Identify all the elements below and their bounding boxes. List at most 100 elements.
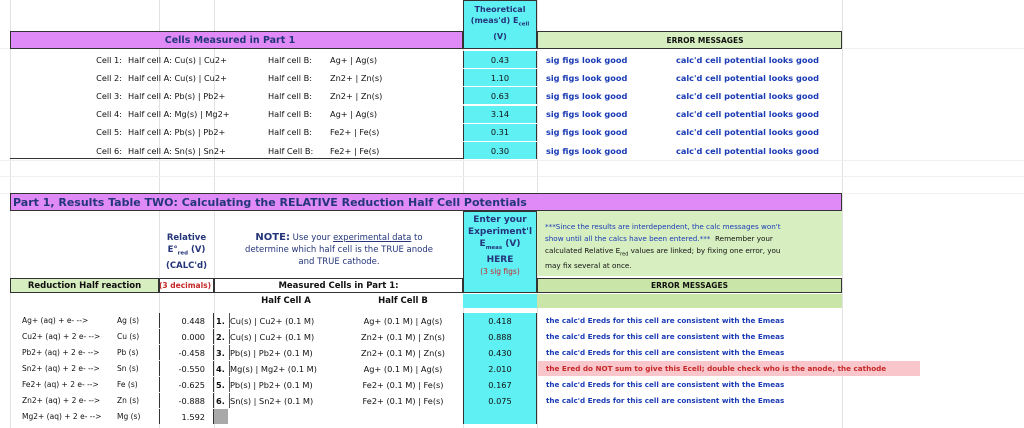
emeas-input[interactable]: 0.075 [463, 393, 537, 409]
part2-error-header: ERROR MESSAGES [537, 278, 842, 293]
half-cell-b: Zn2+ | Zn(s) [330, 72, 383, 83]
half-cell-b: Ag+ | Ag(s) [330, 54, 378, 65]
theoretical-header: Theoretical (meas'd) Ecell (V) [463, 0, 537, 49]
theoretical-header-line2: (meas'd) Ecell [464, 15, 536, 31]
relative-e-value[interactable]: -0.458 [159, 345, 214, 360]
theoretical-value[interactable]: 0.30 [463, 142, 537, 159]
theoretical-value[interactable]: 1.10 [463, 69, 537, 87]
cell-number: 5. [216, 379, 225, 390]
measured-half-cell-b: Fe2+ (0.1 M) | Fe(s) [362, 379, 444, 390]
relative-e-sub: red [177, 250, 189, 257]
part1-header-bar [10, 31, 463, 49]
error-message: the Ered do NOT sum to give this Ecell; … [538, 361, 920, 376]
reaction-left: Fe2+ (aq) + 2 e- --> [22, 380, 99, 389]
sig-figs-message: sig figs look good [546, 90, 628, 101]
cell-label: Cell 3: [96, 90, 122, 101]
emeas-symbol: E [479, 239, 486, 249]
half-cell-b: Fe2+ | Fe(s) [330, 127, 380, 138]
note-link: experimental data [333, 233, 412, 243]
note-line1: NOTE: Use your experimental data to [218, 232, 460, 244]
half-cell-b: Ag+ | Ag(s) [330, 109, 378, 120]
measured-half-cell-a: Pb(s) | Pb2+ (0.1 M) [229, 377, 349, 392]
relative-e-symbol: E° [167, 245, 178, 255]
measured-half-cell-a: Pb(s) | Pb2+ (0.1 M) [229, 345, 349, 360]
reaction-left: Cu2+ (aq) + 2 e- --> [22, 332, 101, 341]
reaction-left: Pb2+ (aq) + 2 e- --> [22, 348, 100, 357]
sigfig-note: (3 sig figs) [480, 266, 520, 276]
info-line3-sub: red [620, 251, 629, 258]
cell-label: Cell 5: [96, 127, 122, 138]
theoretical-header-e: (meas'd) E [470, 16, 519, 25]
half-cell-b: Zn2+ | Zn(s) [330, 90, 383, 101]
theoretical-value[interactable]: 3.14 [463, 105, 537, 123]
relative-e-value[interactable]: -0.550 [159, 361, 214, 376]
info-line4: may fix several at once. [545, 261, 632, 271]
half-cell-a: Half cell A: Mg(s) | Mg2+ [128, 109, 230, 120]
reaction-left: Mg2+ (aq) + 2 e- --> [22, 412, 102, 421]
half-cell-b-header: Half Cell B [378, 296, 428, 306]
error-header-fill [537, 294, 842, 308]
measured-half-cell-a: Cu(s) | Cu2+ (0.1 M) [229, 313, 349, 328]
consistency-message: the calc'd Ereds for this cell are consi… [546, 348, 785, 357]
reaction-product: Ag (s) [117, 316, 140, 325]
half-cell-a-header: Half Cell A [261, 296, 311, 306]
half-cell-b-label: Half cell B: [268, 72, 312, 83]
sig-figs-message: sig figs look good [546, 145, 628, 156]
half-cell-a: Half cell A: Pb(s) | Pb2+ [128, 90, 226, 101]
enter-your-label: Enter your [473, 215, 527, 225]
emeas-input[interactable]: 0.888 [463, 329, 537, 345]
half-cell-a: Half cell A: Cu(s) | Cu2+ [128, 54, 227, 65]
emeas-unit: (V) [502, 239, 521, 249]
relative-e-value[interactable]: -0.625 [159, 377, 214, 392]
measured-half-cell-b: Ag+ (0.1 M) | Ag(s) [363, 363, 443, 374]
info-line2-row: show until all the calcs have been enter… [545, 233, 834, 245]
reaction-product: Mg (s) [117, 412, 141, 421]
theoretical-value[interactable]: 0.43 [463, 51, 537, 68]
calc-potential-message: calc'd cell potential looks good [676, 72, 820, 83]
relative-e-value[interactable]: 1.592 [159, 409, 214, 424]
theoretical-header-sub: cell [518, 21, 530, 28]
calc-potential-message: calc'd cell potential looks good [676, 109, 820, 120]
measured-half-cell-a: Mg(s) | Mg2+ (0.1 M) [229, 361, 349, 376]
sig-figs-message: sig figs look good [546, 54, 628, 65]
note-text-1: Use your [292, 233, 331, 243]
relative-label: Relative [166, 233, 207, 243]
consistency-message: the calc'd Ereds for this cell are consi… [546, 332, 785, 341]
reaction-left: Zn2+ (aq) + 2 e- --> [22, 396, 101, 405]
emeas-input[interactable]: 2.010 [463, 361, 537, 377]
part1-bottom-border [10, 158, 463, 159]
info-line3b: values are linked; by fixing one error, … [628, 246, 781, 255]
half-cell-b-label: Half cell B: [268, 54, 312, 65]
sig-figs-message: sig figs look good [546, 72, 628, 83]
theoretical-value[interactable]: 0.63 [463, 87, 537, 105]
measured-header: Measured Cells in Part 1: [214, 278, 463, 293]
relative-e-value[interactable]: 0.448 [159, 313, 214, 328]
cell-number: 6. [216, 395, 225, 406]
reaction-left: Ag+ (aq) + e- --> [22, 316, 89, 325]
reaction-left: Sn2+ (aq) + 2 e- --> [22, 364, 100, 373]
calc-potential-message: calc'd cell potential looks good [676, 54, 820, 65]
emeas-empty-cell[interactable] [463, 409, 537, 424]
half-cell-b-label: Half cell B: [268, 90, 312, 101]
relative-e-unit: (V) [188, 245, 206, 255]
note-line3: and TRUE cathode. [298, 257, 380, 267]
cell-label: Cell 4: [96, 109, 122, 120]
emeas-input[interactable]: 0.167 [463, 377, 537, 393]
measured-half-cell-a: Sn(s) | Sn2+ (0.1 M) [229, 393, 349, 408]
theoretical-header-line3: (V) [493, 31, 507, 41]
theoretical-value[interactable]: 0.31 [463, 123, 537, 141]
measured-half-cell-a: Cu(s) | Cu2+ (0.1 M) [229, 329, 349, 344]
reduction-header: Reduction Half reaction [10, 278, 159, 293]
info-line2: show until all the calcs have been enter… [545, 234, 711, 243]
emeas-input[interactable]: 0.418 [463, 313, 537, 329]
reaction-product: Fe (s) [117, 380, 138, 389]
relative-e-label: E°red (V) [159, 244, 214, 260]
measured-half-cell-b: Zn2+ (0.1 M) | Zn(s) [361, 331, 445, 342]
part1-error-header [537, 31, 842, 49]
emeas-input[interactable]: 0.430 [463, 345, 537, 361]
info-remember: Remember your [714, 234, 773, 243]
note-label: NOTE: [255, 232, 290, 243]
relative-e-value[interactable]: 0.000 [159, 329, 214, 344]
cell-number: 4. [216, 363, 225, 374]
relative-e-value[interactable]: -0.888 [159, 393, 214, 408]
